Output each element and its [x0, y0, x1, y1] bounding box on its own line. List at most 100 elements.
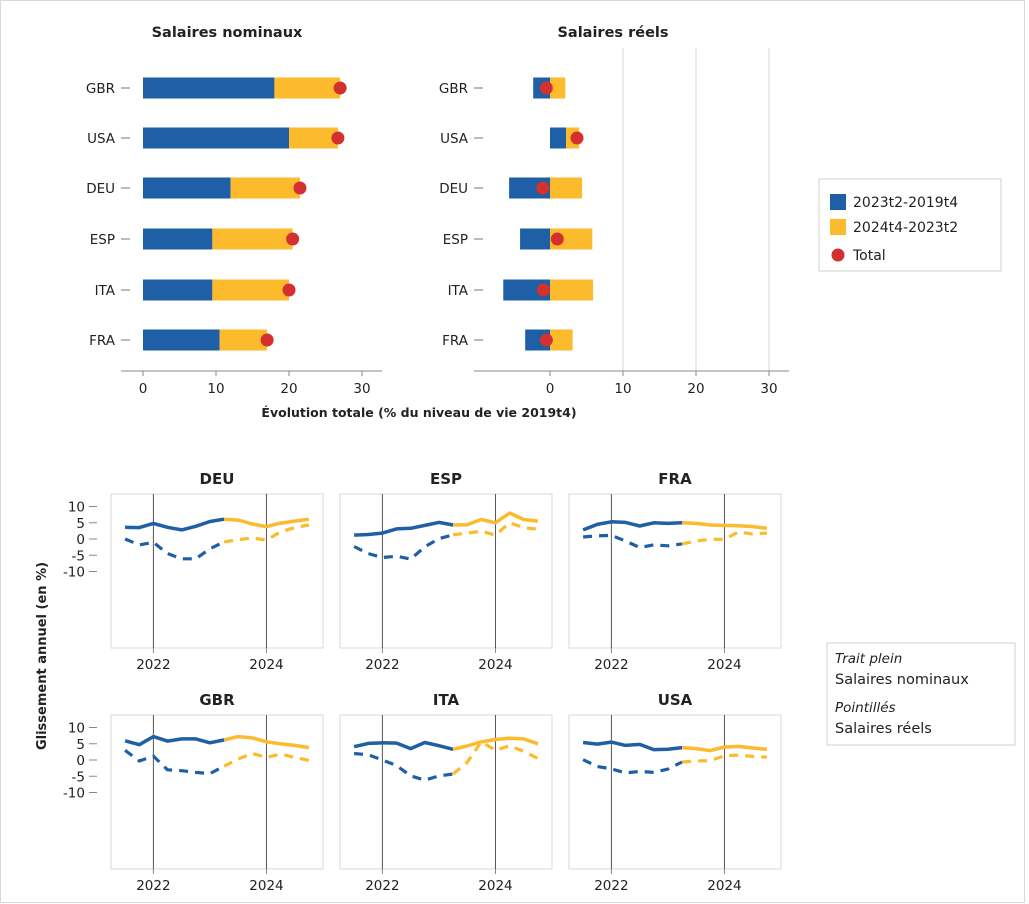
category-label-nom-DEU: DEU [86, 181, 115, 197]
x-tick-label-GBR-2022: 2022 [136, 878, 170, 894]
line-GBR-nominal-after [223, 734, 310, 750]
bar-nom-DEU-s2 [230, 177, 300, 199]
legend-label-blue: 2023t2-2019t4 [853, 195, 958, 211]
legend-solid-caption: Trait plein [835, 651, 902, 667]
x-tick-label-FRA-2022: 2022 [594, 657, 628, 673]
line-DEU-nominal-after [223, 517, 310, 529]
bar-nom-GBR-s1 [143, 77, 275, 99]
x-tick-label-FRA-2024: 2024 [707, 657, 741, 673]
line-DEU-real-before [124, 537, 225, 561]
x-tick-label-ITA-2022: 2022 [365, 878, 399, 894]
line-FRA-real-after [681, 530, 768, 546]
legend-swatch-total [831, 248, 845, 262]
y-tick-label-GBR-5: 5 [76, 737, 85, 753]
line-GBR-nominal-before [124, 734, 225, 747]
x-tick-label-nom-0: 0 [139, 381, 148, 397]
y-tick-label-DEU-5: 5 [76, 516, 85, 532]
panel-frame-ESP [339, 493, 553, 649]
bar-chart-nominal: GBR USA DEU ESP ITA FRA 0 10 20 30 [86, 77, 382, 397]
category-label-nom-USA: USA [87, 131, 116, 147]
line-ITA-real-after [452, 740, 539, 776]
category-label-real-ESP: ESP [443, 232, 468, 248]
total-dot-real-ITA [536, 283, 550, 297]
total-dot-real-ESP [550, 232, 564, 246]
line-USA-real-before [582, 758, 683, 775]
bar-real-FRA-s2 [550, 329, 573, 351]
bar-nom-ITA-s1 [143, 279, 213, 301]
y-tick-label-DEU-0: 0 [76, 532, 85, 548]
legend-dashed-label: Salaires réels [835, 721, 932, 737]
panel-title-ITA: ITA [433, 691, 460, 709]
bar-chart-title-nominal: Salaires nominaux [152, 25, 303, 41]
panel-title-FRA: FRA [658, 470, 692, 488]
x-tick-label-DEU-2022: 2022 [136, 657, 170, 673]
category-label-real-USA: USA [440, 131, 469, 147]
x-tick-label-ESP-2024: 2024 [478, 657, 512, 673]
total-dot-real-USA [570, 131, 584, 145]
legend-box [818, 178, 1002, 272]
bar-real-GBR-s2 [550, 77, 566, 99]
line-FRA-nominal-before [582, 520, 683, 532]
line-y-axis-label: Glissement annuel (en %) [35, 562, 50, 750]
line-FRA-nominal-after [682, 521, 768, 531]
legend-label-yellow: 2024t4-2023t2 [853, 220, 958, 236]
x-tick-label-real-0: 0 [546, 381, 555, 397]
bar-chart-real: GBR USA DEU ESP ITA FRA 0 10 20 30 [439, 48, 789, 397]
category-label-nom-ITA: ITA [95, 283, 116, 299]
x-tick-label-DEU-2024: 2024 [249, 657, 283, 673]
y-tick-label-DEU--5: -5 [72, 548, 85, 564]
y-tick-label-GBR--5: -5 [72, 769, 85, 785]
panel-ITA: ITA 2022 2024 [339, 691, 553, 894]
bar-real-ESP-s1 [520, 228, 550, 250]
total-dot-nom-DEU [293, 181, 307, 195]
category-label-nom-GBR: GBR [86, 81, 115, 97]
bar-chart-title-real: Salaires réels [557, 25, 668, 41]
total-dot-nom-ITA [282, 283, 296, 297]
total-dot-nom-ESP [286, 232, 300, 246]
panel-ESP: ESP 2022 2024 [339, 470, 553, 673]
panel-title-DEU: DEU [200, 470, 235, 488]
panel-title-GBR: GBR [199, 691, 235, 709]
x-tick-label-nom-10: 10 [207, 381, 224, 397]
x-tick-label-real-10: 10 [614, 381, 631, 397]
bar-real-ITA-s2 [550, 279, 594, 301]
y-tick-label-DEU--10: -10 [63, 565, 85, 581]
legend-solid-label: Salaires nominaux [835, 672, 969, 688]
total-dot-real-GBR [539, 81, 553, 95]
legend-swatch-blue [830, 194, 846, 210]
bar-real-ITA-s1 [503, 279, 550, 301]
legend-label-total: Total [852, 248, 886, 264]
line-DEU-nominal-before [125, 517, 225, 532]
x-tick-label-USA-2024: 2024 [707, 878, 741, 894]
total-dot-nom-GBR [333, 81, 347, 95]
line-ITA-nominal-after [452, 736, 539, 752]
line-ESP-nominal-after [453, 511, 539, 527]
x-tick-label-ITA-2024: 2024 [478, 878, 512, 894]
line-FRA-real-before [582, 533, 683, 550]
bar-nom-ITA-s2 [212, 279, 289, 301]
category-label-nom-ESP: ESP [90, 232, 115, 248]
bar-nom-GBR-s2 [274, 77, 341, 99]
category-label-real-GBR: GBR [439, 81, 468, 97]
total-dot-real-FRA [539, 333, 553, 347]
line-ITA-real-before [353, 751, 454, 782]
legend-swatch-yellow [830, 219, 846, 235]
bar-x-axis-label: Évolution totale (% du niveau de vie 201… [261, 405, 576, 420]
total-dot-nom-USA [331, 131, 345, 145]
panel-frame-DEU [110, 493, 324, 649]
line-ESP-nominal-before [354, 520, 454, 537]
panel-title-USA: USA [658, 691, 693, 709]
panel-frame-FRA [568, 493, 782, 649]
legend-bars: 2023t2-2019t4 2024t4-2023t2 Total [818, 178, 1002, 272]
bar-real-USA-s1 [550, 127, 567, 149]
bar-nom-FRA-s2 [219, 329, 268, 351]
line-ITA-nominal-before [353, 740, 454, 751]
bar-nom-DEU-s1 [143, 177, 231, 199]
line-USA-nominal-before [582, 740, 683, 752]
total-dot-nom-FRA [260, 333, 274, 347]
bar-nom-USA-s2 [289, 127, 338, 149]
bar-real-DEU-s2 [550, 177, 583, 199]
